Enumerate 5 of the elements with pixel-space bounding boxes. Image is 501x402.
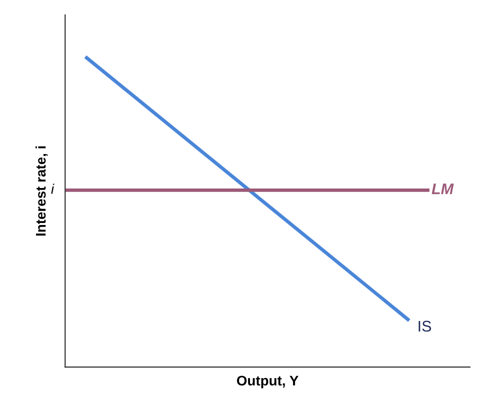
- series-label: IS: [418, 320, 432, 332]
- x-axis-title: Output, Y: [236, 376, 298, 388]
- text: i: [51, 184, 54, 194]
- y-axis-title: Interest rate, i: [36, 146, 48, 236]
- series-label: LM: [432, 184, 454, 194]
